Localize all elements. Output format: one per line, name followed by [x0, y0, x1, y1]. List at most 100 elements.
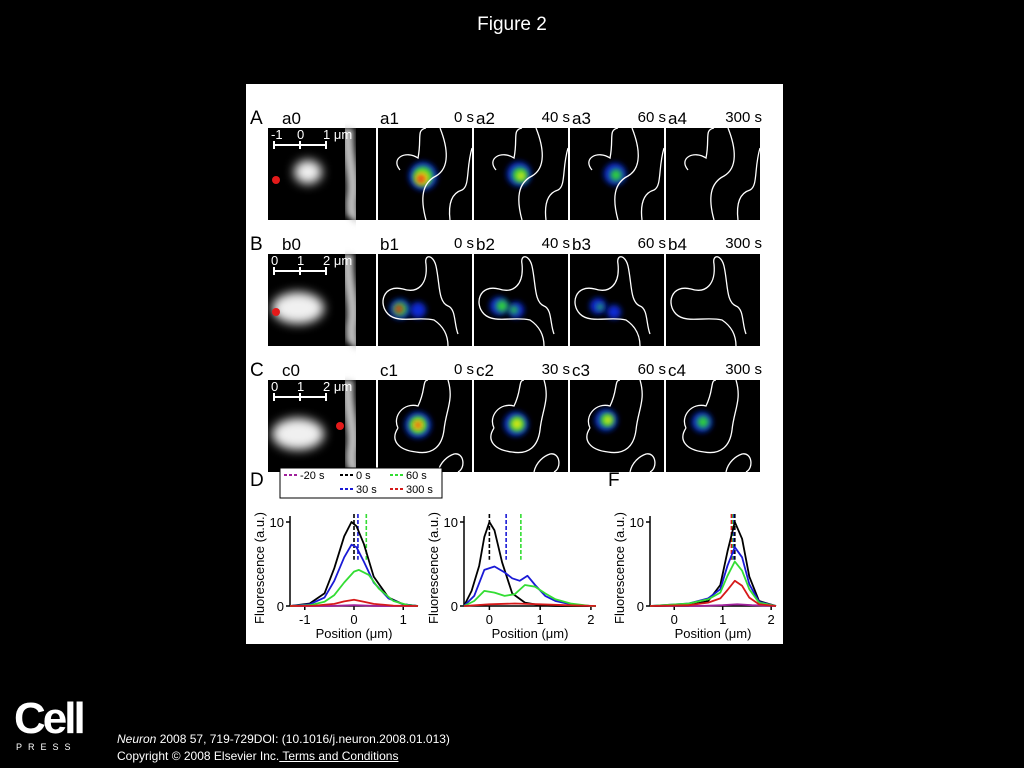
x-tick-label: 2: [587, 612, 594, 627]
panel-label: a0: [282, 109, 301, 128]
series-line: [289, 598, 419, 607]
fluorescence-blob: [395, 305, 403, 313]
legend-label: 300 s: [406, 484, 433, 496]
frame-time: 30 s: [542, 361, 570, 378]
citation-ref: 2008 57, 719-729DOI: (10.1016/j.neuron.2…: [156, 732, 450, 746]
panel-letter: F: [608, 470, 620, 491]
frame-label: b2: [476, 235, 495, 254]
frame-label: c2: [476, 361, 494, 380]
frame-label: a1: [380, 109, 399, 128]
frame-label: c4: [668, 361, 686, 380]
frame-time: 60 s: [638, 235, 666, 252]
fluorescence-blob: [697, 416, 709, 428]
dendrite-shaft: [341, 127, 359, 225]
fluorescence-blob: [415, 422, 421, 428]
x-tick-label: 1: [719, 612, 726, 627]
fluorescence-blob: [607, 305, 621, 319]
press-logo-word: PRESS: [16, 742, 77, 752]
frame-time: 60 s: [638, 361, 666, 378]
x-tick-label: -1: [299, 612, 311, 627]
uncaging-spot: [272, 176, 280, 184]
calcium-frame: [378, 127, 473, 221]
fluorescence-blob: [417, 175, 425, 183]
legend-label: 60 s: [406, 470, 427, 482]
frame-time: 300 s: [725, 235, 762, 252]
fluorescence-blob: [604, 416, 612, 424]
citation-block: Neuron 2008 57, 719-729DOI: (10.1016/j.n…: [117, 731, 450, 765]
calcium-frame: [474, 127, 569, 221]
spine-outline: [684, 127, 761, 221]
legend: -20 s 0 s 60 s 30 s 300 s: [279, 467, 443, 499]
calcium-frame: [666, 127, 761, 221]
spine-outline: [396, 127, 473, 221]
frame-time: 0 s: [454, 235, 474, 252]
y-axis-label: Fluorescence (a.u.): [252, 512, 267, 624]
fluorescence-blob: [510, 306, 518, 314]
spine-outline: [588, 127, 665, 221]
uncaging-spot: [336, 422, 344, 430]
calcium-frame: [570, 127, 665, 221]
series-line: [649, 521, 777, 607]
frame-label: b4: [668, 235, 687, 254]
x-tick-label: 0: [671, 612, 678, 627]
x-tick-label: 1: [537, 612, 544, 627]
figure-title: Figure 2: [477, 14, 547, 35]
x-tick-label: 0: [350, 612, 357, 627]
fluorescence-blob: [610, 169, 622, 181]
frame-label: a2: [476, 109, 495, 128]
panel-letter: D: [250, 470, 264, 491]
dendrite-shaft: [341, 253, 359, 351]
scale-label: 2 μm: [323, 379, 352, 394]
panel-label: b0: [282, 235, 301, 254]
spine-outline: [490, 379, 560, 473]
frame-time: 60 s: [638, 109, 666, 126]
frame-label: a3: [572, 109, 591, 128]
y-tick-label: 0: [277, 599, 284, 614]
x-axis-label: Position (μm): [492, 626, 569, 641]
series-line: [463, 602, 597, 607]
y-tick-label: 10: [444, 515, 458, 530]
series-line: [649, 560, 777, 607]
legend-label: -20 s: [300, 470, 325, 482]
frame-label: c3: [572, 361, 590, 380]
terms-link[interactable]: Terms and Conditions: [279, 749, 399, 763]
frame-label: b1: [380, 235, 399, 254]
y-axis-label: Fluorescence (a.u.): [612, 512, 627, 624]
panel-letter: C: [250, 360, 264, 381]
frame-label: c1: [380, 361, 398, 380]
fluorescence-blob: [517, 172, 525, 180]
frame-time: 40 s: [542, 109, 570, 126]
calcium-frame: [666, 254, 760, 347]
panel-letter: A: [250, 108, 263, 129]
journal-name: Neuron: [117, 732, 157, 746]
frame-label: a4: [668, 109, 687, 128]
calcium-frame: [666, 379, 760, 473]
frame-time: 300 s: [725, 361, 762, 378]
frame-time: 300 s: [725, 109, 762, 126]
citation-line: Neuron 2008 57, 719-729DOI: (10.1016/j.n…: [117, 731, 450, 748]
fluorescence-blob: [512, 419, 522, 429]
micrograph-panel: 0 1 2 μm: [268, 379, 376, 477]
micrograph-panel: 0 1 2 μm: [268, 253, 376, 351]
calcium-frame: [378, 254, 472, 347]
fluorescence-blob: [410, 302, 426, 318]
spine-outline: [586, 379, 656, 473]
micrograph-panel: -1 0 1 μm: [268, 127, 376, 225]
x-axis-label: Position (μm): [316, 626, 393, 641]
spine-outline: [478, 256, 555, 347]
panel-label: c0: [282, 361, 300, 380]
legend-label: 0 s: [356, 470, 371, 482]
plot-d: 0 10 -1 0 1 Position (μm) Fluorescence (a.u.): [252, 512, 419, 641]
cell-logo-word: Cell: [14, 694, 86, 743]
series-line: [650, 603, 777, 607]
panel-letter: B: [250, 234, 263, 255]
spine-outline: [492, 127, 569, 221]
micrograph-bg: [268, 128, 376, 220]
scale-label: 0: [271, 379, 278, 394]
scale-label: 0: [297, 127, 304, 142]
scale-label: 1: [297, 253, 304, 268]
fluorescence-blob: [496, 300, 508, 312]
x-tick-label: 1: [400, 612, 407, 627]
y-tick-label: 0: [637, 599, 644, 614]
